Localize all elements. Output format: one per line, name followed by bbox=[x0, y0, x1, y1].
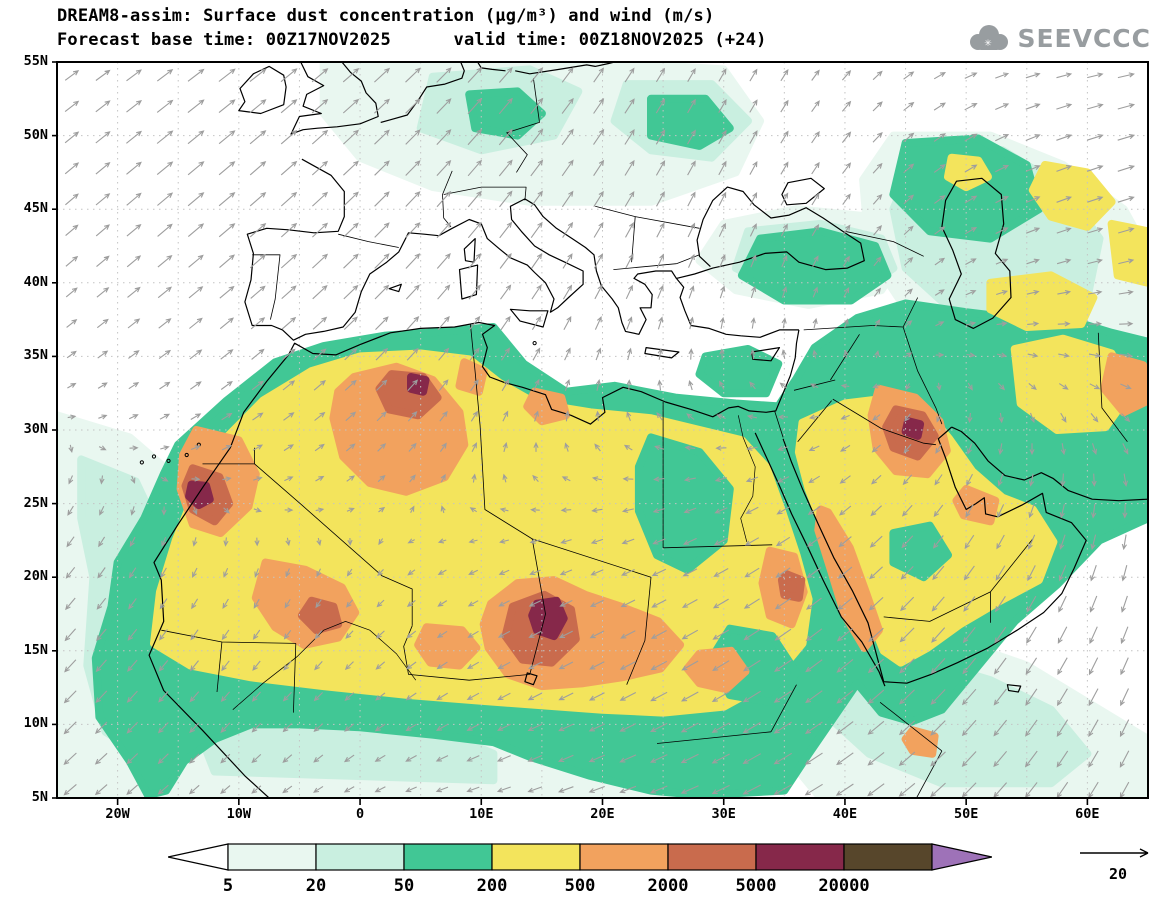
cloud-icon-glyph: ✳ bbox=[985, 35, 992, 49]
lat-tick-label: 35N bbox=[23, 347, 48, 364]
chart-subtitle: Forecast base time: 00Z17NOV2025 valid t… bbox=[57, 30, 767, 50]
legend-boundary-label: 200 bbox=[476, 876, 508, 896]
map-frame bbox=[52, 61, 1149, 805]
lat-tick-label: 5N bbox=[31, 789, 48, 805]
legend-boundary-label: 50 bbox=[393, 876, 415, 896]
lon-tick-label: 60E bbox=[1075, 806, 1100, 822]
dust-concentration-map bbox=[52, 61, 1149, 805]
legend-boundary-label: 500 bbox=[564, 876, 596, 896]
coastline-layer bbox=[139, 62, 1148, 798]
legend-boundary-label: 20 bbox=[305, 876, 327, 896]
lon-tick-label: 50E bbox=[953, 806, 979, 822]
wind-reference: 20 bbox=[1072, 844, 1164, 883]
lat-tick-label: 25N bbox=[23, 494, 48, 511]
lon-tick-label: 10E bbox=[469, 806, 494, 822]
lon-tick-label: 0 bbox=[355, 806, 365, 822]
lon-tick-label: 30E bbox=[711, 806, 736, 822]
lat-tick-label: 20N bbox=[23, 568, 48, 585]
wind-arrow-layer bbox=[63, 67, 1136, 798]
lat-tick-label: 15N bbox=[23, 641, 48, 658]
chart-title: DREAM8-assim: Surface dust concentration… bbox=[57, 6, 715, 26]
lat-tick-label: 40N bbox=[23, 273, 48, 290]
color-legend bbox=[168, 843, 992, 871]
lat-tick-label: 10N bbox=[23, 715, 48, 732]
wind-reference-arrow-icon bbox=[1080, 848, 1149, 858]
lat-tick-label: 45N bbox=[23, 200, 48, 217]
lat-tick-label: 30N bbox=[23, 421, 48, 437]
legend-boundary-label: 2000 bbox=[647, 876, 689, 896]
lat-tick-label: 50N bbox=[23, 126, 48, 143]
lon-tick-label: 40E bbox=[832, 806, 858, 822]
legend-boundary-label: 5 bbox=[222, 876, 234, 896]
legend-boundary-label: 20000 bbox=[818, 876, 870, 896]
seevccc-logo: ✳ SEEVCCC bbox=[965, 22, 1151, 54]
lon-tick-label: 20E bbox=[590, 806, 615, 822]
logo-text: SEEVCCC bbox=[1017, 23, 1151, 53]
cloud-icon: ✳ bbox=[970, 25, 1009, 50]
lon-tick-label: 20W bbox=[105, 806, 130, 822]
wind-reference-value: 20 bbox=[1108, 865, 1128, 883]
lat-tick-label: 55N bbox=[23, 53, 48, 69]
lon-tick-label: 10W bbox=[226, 806, 252, 822]
legend-boundary-label: 5000 bbox=[735, 876, 777, 896]
